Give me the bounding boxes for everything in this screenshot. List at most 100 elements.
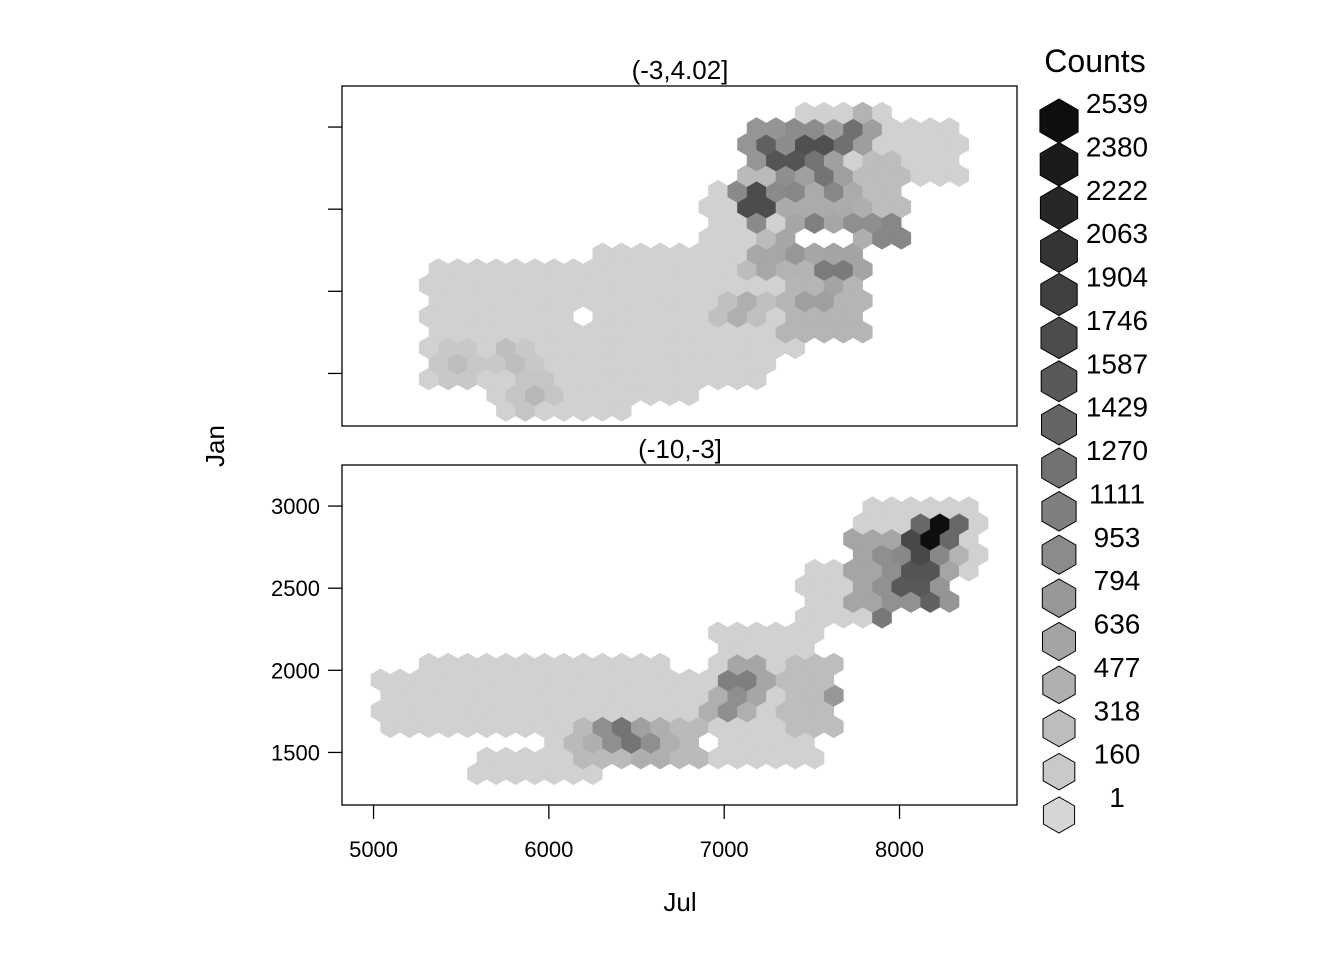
- hexbin-cell: [621, 320, 642, 344]
- hexbin-cell: [891, 133, 912, 156]
- hexbin-cell: [611, 305, 632, 328]
- legend-swatch: [1040, 316, 1078, 360]
- hexbin-cell: [640, 731, 661, 754]
- hexbin-cell: [688, 305, 709, 328]
- hexbin-cell: [505, 289, 526, 313]
- hexbin-cell: [486, 668, 507, 692]
- legend-label: 1904: [1086, 262, 1148, 293]
- legend-swatch: [1042, 621, 1076, 662]
- hexbin-cell: [428, 320, 449, 344]
- hexbin-cell: [920, 527, 941, 551]
- hexbin-cell: [795, 195, 815, 219]
- hexbin-cell: [496, 746, 516, 770]
- hexbin-cell: [496, 305, 516, 328]
- hexbin-cell: [428, 289, 449, 313]
- hexbin-cell: [717, 699, 738, 723]
- hexbin-cell: [891, 512, 912, 535]
- hexbin-cell: [795, 320, 815, 344]
- hexbin-cell: [775, 320, 796, 344]
- x-tick-label: 8000: [875, 837, 924, 862]
- hexbin-cell: [698, 320, 719, 344]
- hexbin-cell: [640, 383, 661, 407]
- hexbin-cell: [785, 273, 805, 297]
- hexbin-cell: [582, 731, 603, 754]
- hexbin-cell: [901, 590, 921, 613]
- hexbin-cell: [737, 699, 757, 723]
- hexbin-cell: [795, 731, 815, 754]
- hexbin-cell: [717, 320, 738, 344]
- hexbin-cell: [717, 668, 738, 692]
- hexbin-cell: [833, 195, 854, 219]
- hexbin-cell: [775, 258, 796, 281]
- hexbin-cell: [611, 715, 632, 739]
- hexbin-cell: [814, 289, 834, 313]
- hexbin-cell: [611, 399, 632, 422]
- hexbin-cell: [525, 668, 545, 692]
- legend-label: 1746: [1086, 305, 1148, 336]
- hexbin-cell: [823, 273, 844, 297]
- hexbin-cell: [968, 543, 989, 566]
- hexbin-cell: [621, 258, 642, 281]
- hexbin-cell: [553, 336, 574, 360]
- hexbin-cell: [727, 211, 748, 234]
- hexbin-cell: [688, 336, 709, 360]
- hexbin-cell: [640, 320, 661, 344]
- hexbin-cell: [679, 731, 699, 754]
- hexbin-cell: [737, 320, 757, 344]
- hexbin-cell: [621, 668, 642, 692]
- hexbin-cell: [872, 164, 892, 187]
- hexbin-cell: [447, 258, 468, 281]
- hexbin-cell: [795, 668, 815, 692]
- hexbin-cell: [602, 668, 622, 692]
- hexbin-cell: [766, 652, 786, 676]
- hexbin-cell: [611, 242, 632, 266]
- hexbin-cell: [602, 731, 622, 754]
- hexbin-cell: [785, 148, 805, 172]
- hexbin-cell: [814, 258, 834, 281]
- hexbin-cell: [457, 367, 478, 391]
- panel-top-frame: [341, 85, 1018, 427]
- hexbin-cell: [534, 305, 555, 328]
- hexbin-cell: [746, 684, 767, 707]
- hexbin-cell: [409, 668, 429, 692]
- hexbin-cell: [766, 242, 786, 266]
- hexbin-cell: [534, 336, 555, 360]
- hexbin-cell: [939, 117, 960, 141]
- hexbin-cell: [660, 320, 680, 344]
- hexbin-cell: [688, 242, 709, 266]
- hexbin-cell: [843, 527, 863, 551]
- hexbin-cell: [872, 133, 892, 156]
- hexbin-cell: [756, 289, 777, 313]
- hexbins-bottom: [370, 496, 989, 786]
- hexbin-cell: [746, 746, 767, 770]
- hexbin-cell: [631, 652, 651, 676]
- hexbin-cell: [717, 731, 738, 754]
- hexbin-cell: [708, 652, 728, 676]
- hexbin-cell: [959, 496, 979, 520]
- hexbin-cell: [746, 715, 767, 739]
- hexbin-cell: [843, 211, 863, 234]
- hexbin-cell: [515, 367, 535, 391]
- hexbin-cell: [708, 367, 728, 391]
- hexbin-cell: [804, 305, 825, 328]
- hexbin-cell: [823, 715, 844, 739]
- strip-label-bottom: (-10,-3]: [638, 434, 722, 464]
- hexbin-cell: [418, 652, 439, 676]
- hexbin-cell: [582, 699, 603, 723]
- hexbin-cell: [891, 543, 912, 566]
- hexbin-cell: [804, 590, 825, 613]
- hexbin-cell: [852, 512, 873, 535]
- hexbin-cell: [563, 289, 584, 313]
- legend-swatch: [1040, 229, 1078, 273]
- hexbin-cell: [785, 211, 805, 234]
- hexbin-cell: [515, 305, 535, 328]
- hexbin-cell: [756, 668, 777, 692]
- hexbin-cell: [476, 652, 497, 676]
- hexbin-cell: [891, 574, 912, 598]
- hexbin-cell: [592, 399, 613, 422]
- hexbin-cell: [814, 101, 834, 125]
- hexbin-cell: [438, 273, 458, 297]
- hexbin-cell: [939, 148, 960, 172]
- y-tick-label: 3000: [271, 494, 320, 519]
- hexbin-cell: [717, 352, 738, 375]
